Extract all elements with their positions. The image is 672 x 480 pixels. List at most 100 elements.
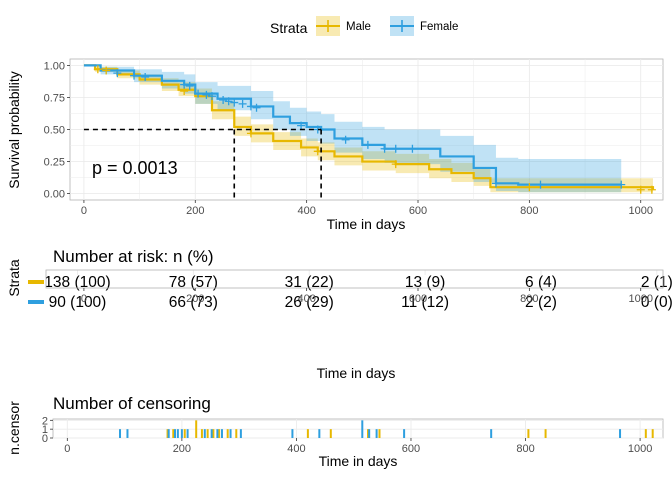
censoring-x-tick-label: 0 [64, 443, 70, 455]
censoring-y-tick-label: 1 [42, 424, 48, 436]
risk-table-cell-female: 0 (0) [641, 294, 672, 311]
survival-x-tick-label: 800 [520, 205, 538, 217]
censoring-panel-border [52, 418, 664, 439]
censoring-bar-female [490, 429, 493, 438]
censor-mark-female [536, 180, 545, 189]
censoring-bar-male [226, 429, 229, 438]
censoring-bar-male [206, 429, 209, 438]
risk-table-x-axis-title: Time in days [317, 365, 396, 381]
risk-table-cell-male: 138 (100) [44, 274, 110, 291]
censor-mark-female [341, 135, 350, 144]
censoring-x-tick-label: 600 [402, 443, 420, 455]
censor-mark-female [207, 92, 216, 101]
survival-y-tick-label: 1.00 [44, 60, 65, 72]
censor-mark-male [525, 183, 534, 192]
legend-item-male: Male [316, 16, 371, 36]
legend-title: Strata [270, 20, 308, 36]
risk-table-x-tick-label: 400 [297, 293, 315, 305]
censoring-bar-female [361, 420, 364, 438]
censoring-bar-male [235, 429, 238, 438]
risk-table-cell-male: 6 (4) [525, 274, 557, 291]
censoring-x-tick-label: 800 [516, 443, 534, 455]
survival-panel: 0 200 400 600 800 1000 0.00 0.25 0.50 0.75 1.00 p… [6, 58, 664, 232]
censoring-bar-female [403, 429, 406, 438]
censoring-title: Number of censoring [53, 394, 211, 413]
survival-x-tick-label: 400 [297, 205, 315, 217]
risk-table-x-tick-label: 0 [81, 293, 87, 305]
risk-table-x-tick-label: 800 [520, 293, 538, 305]
survival-y-tick-label: 0.75 [44, 92, 65, 104]
censor-mark-female [224, 97, 233, 106]
legend-item-female: Female [390, 16, 458, 36]
censoring-bar-female [167, 429, 170, 438]
censor-mark-male [391, 160, 400, 169]
censor-mark-female [408, 144, 417, 153]
censoring-x-tick-label: 200 [173, 443, 191, 455]
risk-table-x-tick-label: 600 [409, 293, 427, 305]
censor-mark-female [141, 72, 150, 81]
censoring-bar-female [203, 429, 206, 438]
survival-x-tick-label: 600 [409, 205, 427, 217]
censoring-bar-male [644, 429, 647, 438]
censor-mark-male [102, 66, 111, 75]
censoring-bar-female [291, 429, 294, 438]
censoring-bar-female [210, 429, 213, 438]
censoring-bar-male [183, 429, 186, 438]
censoring-bar-male [306, 429, 309, 438]
censor-mark-female [252, 103, 261, 112]
censor-mark-male [636, 185, 645, 194]
legend-label: Male [346, 21, 371, 33]
risk-table-left-mask [0, 266, 46, 324]
censoring-bar-male [195, 420, 198, 438]
censoring-bar-female [176, 429, 179, 438]
survival-x-axis-title: Time in days [327, 216, 406, 232]
censor-mark-male [93, 65, 102, 74]
censor-mark-female [380, 144, 389, 153]
censoring-bar-male [527, 429, 530, 438]
censor-mark-female [230, 98, 239, 107]
risk-table-cell-female: 90 (100) [49, 294, 107, 311]
censoring-bar-male [367, 429, 370, 438]
survival-x-tick-label: 1000 [628, 205, 652, 217]
risk-table-cell-male: 13 (9) [405, 274, 446, 291]
risk-table-x-tick-label: 200 [186, 293, 204, 305]
confidence-band-male [83, 65, 653, 194]
censor-mark-male [246, 129, 255, 138]
risk-table-cell-female: 66 (73) [169, 294, 218, 311]
censoring-bar-female [216, 429, 219, 438]
censor-mark-female [491, 179, 500, 188]
risk-table-clip-left [46, 275, 663, 292]
risk-table-cell-male: 78 (57) [169, 274, 218, 291]
censoring-bar-female [239, 429, 242, 438]
survival-line-male [83, 64, 655, 190]
censoring-bar-male [329, 429, 332, 438]
censor-mark-female [180, 80, 189, 89]
censoring-bar-female [368, 429, 371, 438]
censor-mark-female [363, 140, 372, 149]
censor-mark-female [202, 90, 211, 99]
censoring-bar-male [378, 429, 381, 438]
censor-mark-female [219, 96, 228, 105]
censor-mark-female [194, 89, 203, 98]
survival-y-tick-label: 0.50 [44, 125, 65, 137]
censor-mark-female [238, 99, 247, 108]
censoring-bar-female [318, 429, 321, 438]
censor-mark-female [113, 69, 122, 78]
censoring-bar-male [166, 429, 169, 438]
risk-table-border [45, 269, 664, 289]
risk-table-y-axis-title: Strata [6, 259, 22, 297]
survival-y-tick-label: 0.00 [44, 189, 65, 201]
risk-table-cell-male: 2 (1) [641, 274, 672, 291]
censor-mark-female [617, 180, 626, 189]
survival-x-tick-label: 200 [186, 205, 204, 217]
legend-label: Female [420, 21, 458, 33]
censoring-y-axis-title: n.censor [6, 401, 22, 455]
survival-y-tick-label: 0.25 [44, 157, 65, 169]
censoring-y-tick-label: 0 [42, 433, 48, 445]
censoring-bar-male [651, 429, 654, 438]
censoring-bar-male [200, 429, 203, 438]
risk-table-cell-female: 11 (12) [401, 294, 449, 311]
survival-line-female [83, 64, 622, 186]
censoring-x-tick-label: 1000 [628, 443, 652, 455]
